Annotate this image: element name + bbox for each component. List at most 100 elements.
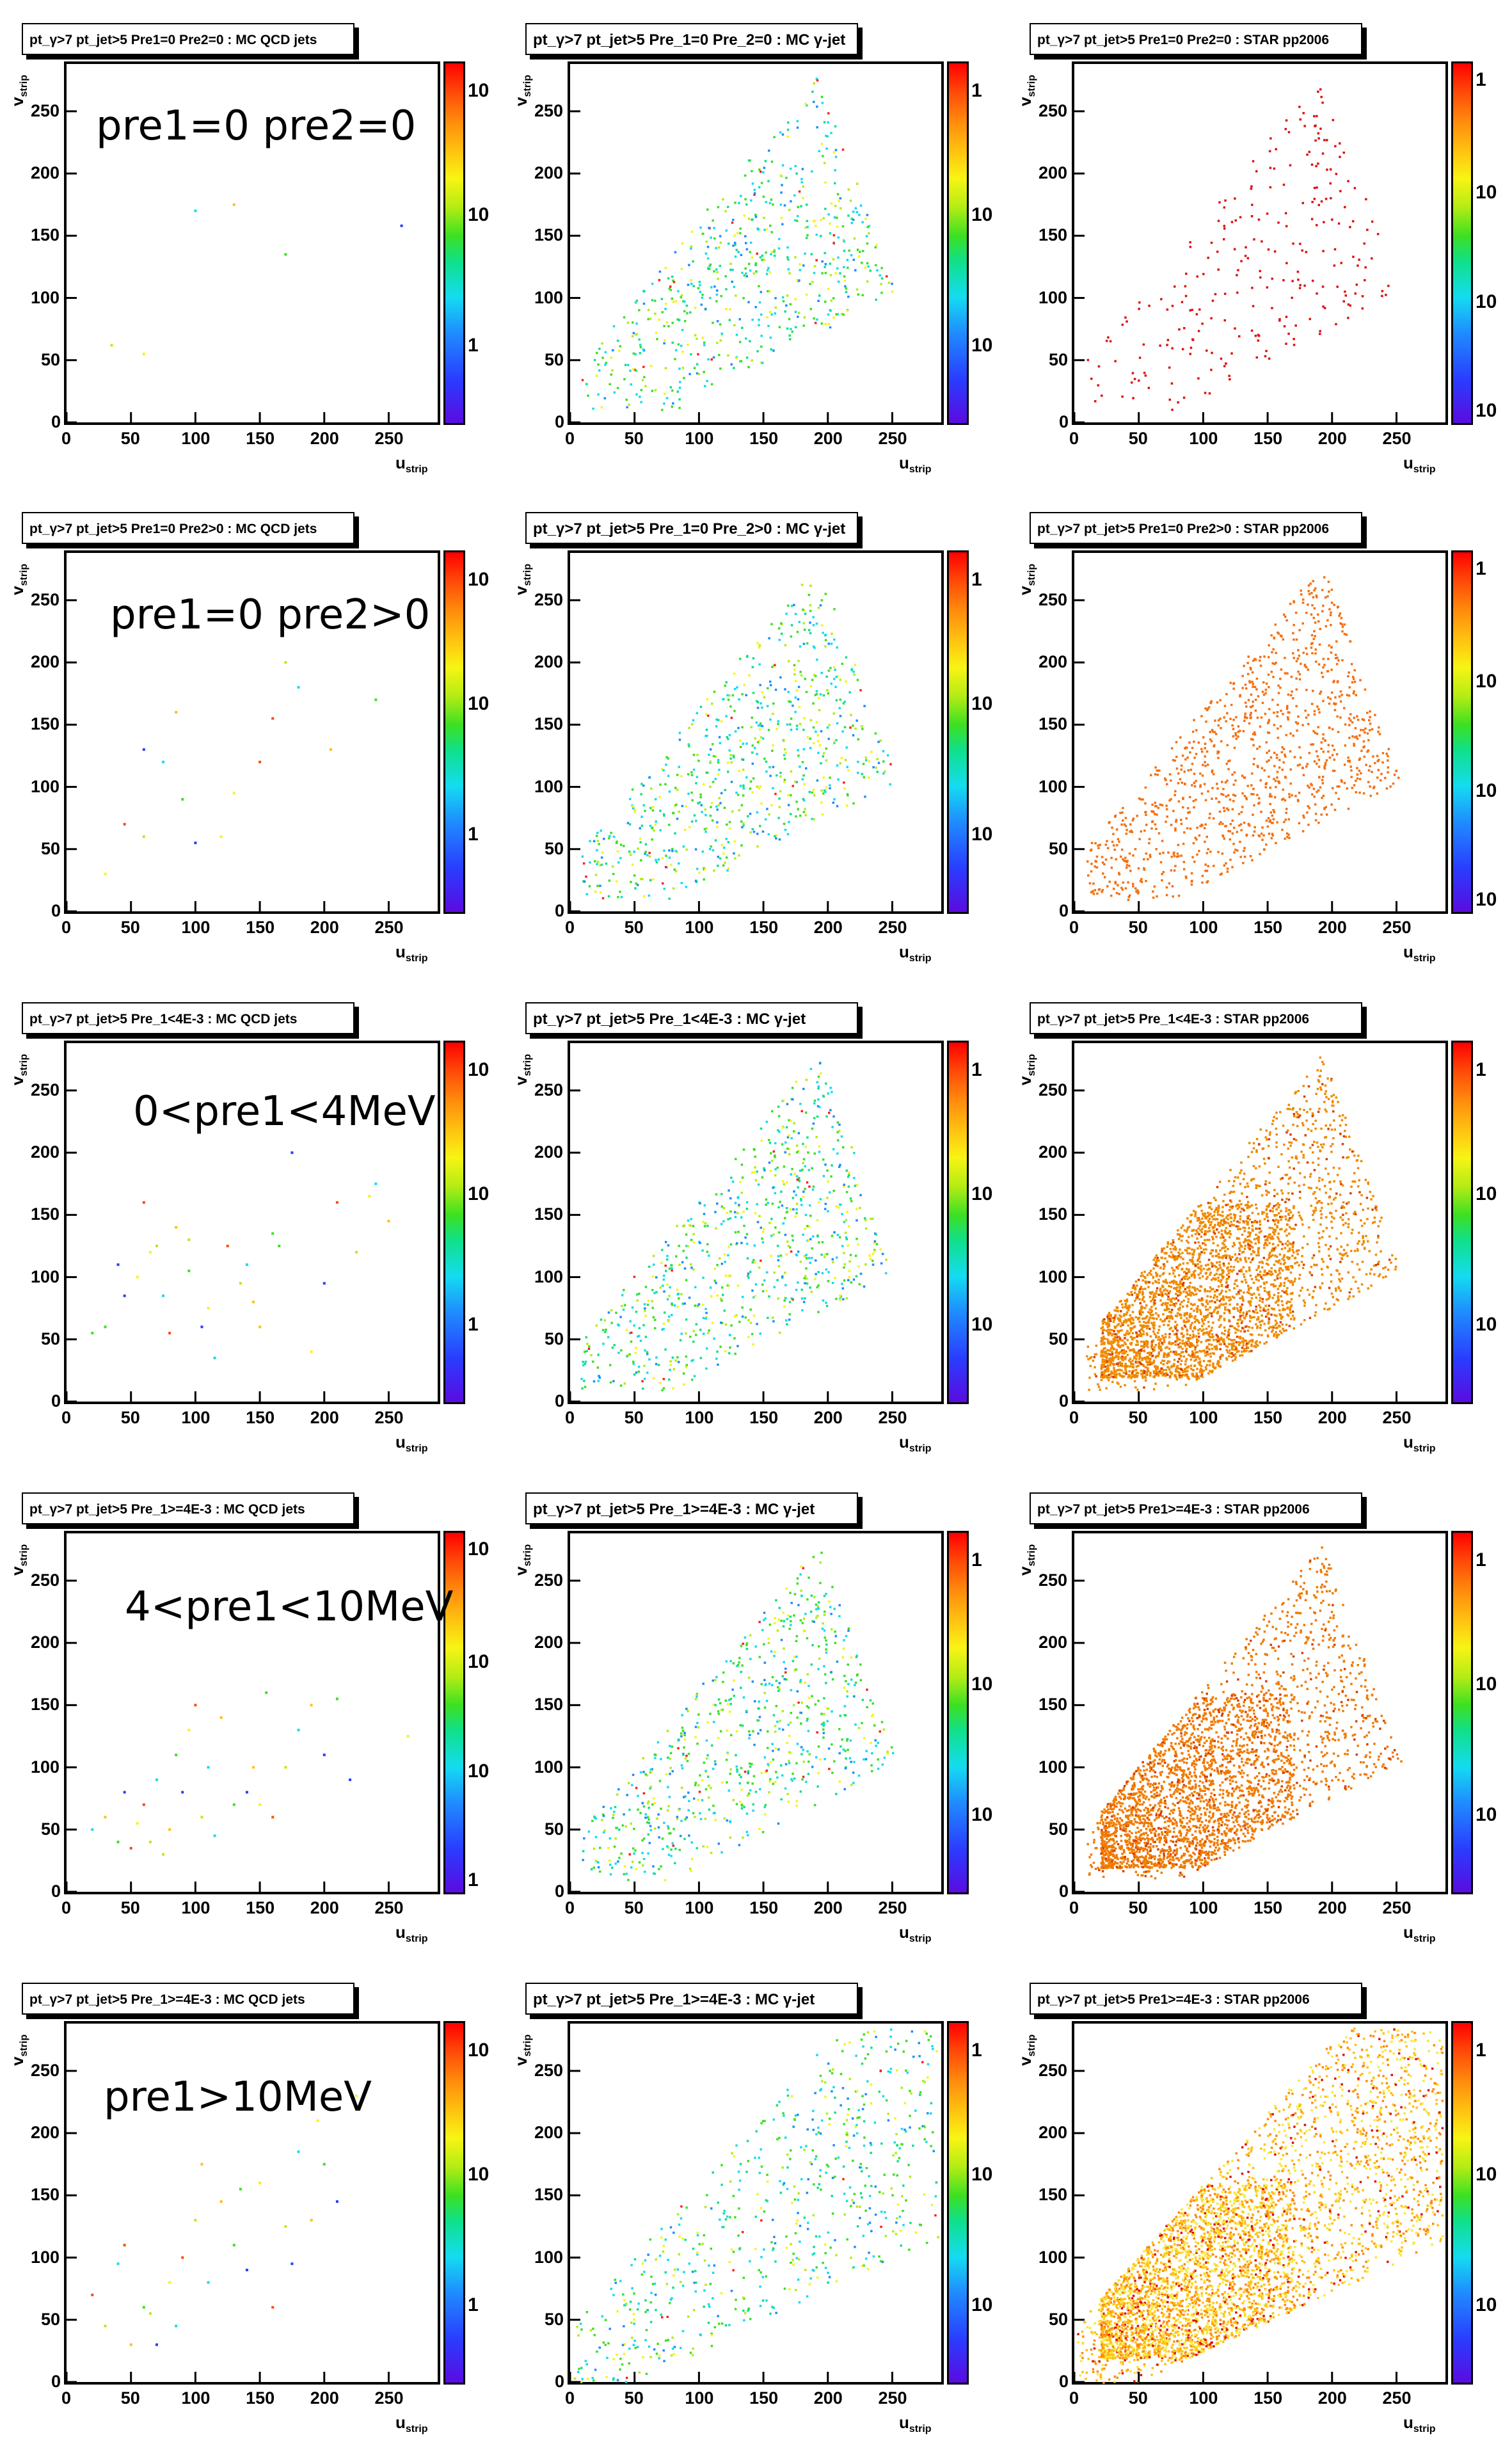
data-point <box>668 824 671 826</box>
data-point <box>1201 874 1204 877</box>
data-point <box>1144 374 1147 377</box>
data-point <box>1325 625 1327 628</box>
data-point <box>1336 657 1339 659</box>
data-point <box>123 1294 126 1297</box>
data-point <box>1209 731 1211 733</box>
data-point <box>1185 1317 1188 1320</box>
data-point <box>639 837 642 840</box>
data-point <box>665 756 668 758</box>
data-point <box>826 1197 829 1199</box>
data-point <box>1321 610 1324 612</box>
data-point <box>1385 294 1387 296</box>
data-point <box>1364 731 1366 734</box>
data-point <box>854 1185 857 1187</box>
data-point <box>829 787 831 790</box>
data-point <box>596 860 600 863</box>
data-point <box>1156 1275 1158 1277</box>
data-point <box>836 1256 838 1259</box>
data-point <box>1268 708 1271 710</box>
data-point <box>839 762 841 765</box>
data-point <box>1341 1206 1343 1209</box>
data-point <box>759 728 761 731</box>
data-point <box>1369 765 1371 767</box>
data-point <box>1225 1357 1228 1360</box>
data-point <box>1151 820 1154 823</box>
data-point <box>1255 1346 1257 1348</box>
data-point <box>774 312 776 315</box>
data-point <box>1236 274 1238 276</box>
data-point <box>1152 1259 1155 1261</box>
data-point <box>776 1245 779 1247</box>
data-point <box>820 789 823 792</box>
data-point <box>1165 1353 1167 1355</box>
data-point <box>1104 1355 1107 1358</box>
data-point <box>329 748 332 751</box>
data-point <box>735 333 738 336</box>
data-point <box>740 820 743 823</box>
data-point <box>1277 1221 1280 1224</box>
data-point <box>1149 1312 1151 1315</box>
data-point <box>657 858 660 861</box>
data-point <box>658 318 660 321</box>
data-point <box>1333 702 1335 705</box>
data-point <box>1333 248 1337 251</box>
data-point <box>1093 1355 1096 1359</box>
data-point <box>804 612 807 615</box>
data-point <box>716 342 719 344</box>
data-point <box>219 835 223 838</box>
data-point <box>829 222 831 225</box>
data-point <box>799 263 801 266</box>
data-point <box>1335 1298 1339 1300</box>
data-point <box>740 253 743 257</box>
data-point <box>1111 826 1113 829</box>
data-point <box>774 297 777 300</box>
data-point <box>1349 226 1351 228</box>
data-point <box>798 312 800 314</box>
data-point <box>729 754 732 756</box>
data-point <box>1230 1201 1233 1203</box>
palette-label: 1 <box>468 335 479 356</box>
data-point <box>781 1143 784 1146</box>
data-point <box>1310 591 1313 595</box>
data-point <box>717 856 720 858</box>
data-point <box>729 1210 732 1213</box>
data-point <box>1233 851 1236 854</box>
data-point <box>735 357 738 360</box>
data-point <box>802 774 805 777</box>
data-point <box>1267 1144 1270 1147</box>
data-point <box>809 621 811 624</box>
data-point <box>1253 826 1256 829</box>
data-point <box>1236 1237 1239 1240</box>
data-point <box>1247 1284 1250 1287</box>
data-point <box>1277 780 1280 783</box>
data-point <box>1195 729 1198 731</box>
data-point <box>790 728 793 731</box>
data-point <box>1174 865 1177 867</box>
data-point <box>1321 779 1324 781</box>
data-point <box>760 335 763 337</box>
data-point <box>1268 1171 1271 1174</box>
data-point <box>794 1215 797 1218</box>
data-point <box>818 1151 821 1153</box>
data-point <box>1197 377 1200 380</box>
data-point <box>1278 318 1281 321</box>
data-point <box>1234 197 1236 200</box>
data-point <box>715 805 718 808</box>
data-point <box>1164 1303 1167 1306</box>
data-point <box>1296 723 1299 725</box>
data-point <box>1376 760 1379 763</box>
data-point <box>838 200 840 202</box>
data-point <box>706 1251 709 1253</box>
data-point <box>1252 683 1254 685</box>
data-point <box>1330 1128 1333 1131</box>
data-point <box>1328 590 1330 593</box>
data-point <box>1122 819 1124 822</box>
data-point <box>1381 761 1384 764</box>
data-point <box>1231 724 1234 727</box>
data-point <box>689 1336 692 1338</box>
data-point <box>1322 737 1325 740</box>
x-axis-title: ustrip <box>1403 942 1436 964</box>
data-point <box>1314 1209 1317 1211</box>
y-tick-label: 0 <box>555 901 565 920</box>
data-point <box>715 718 718 721</box>
